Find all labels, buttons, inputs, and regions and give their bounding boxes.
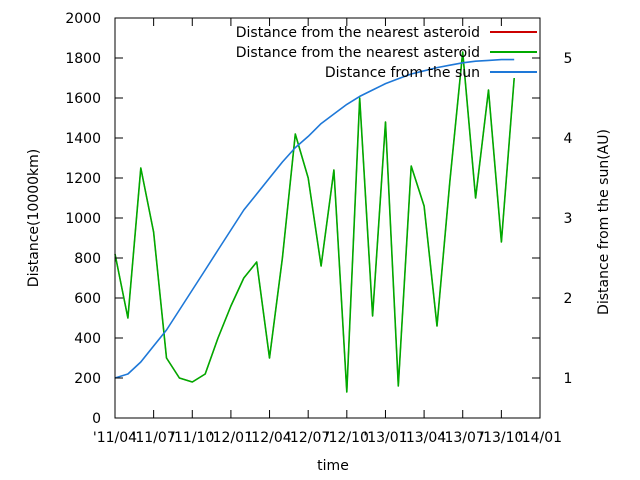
y-tick-label: 1400 bbox=[65, 131, 101, 147]
legend-label: Distance from the nearest asteroid bbox=[236, 25, 480, 41]
y-tick-label: 0 bbox=[92, 411, 101, 427]
x-tick-label: '13/04 bbox=[402, 430, 446, 446]
y-tick-label: 1800 bbox=[65, 51, 101, 67]
series-line-1 bbox=[114, 51, 515, 393]
y2-tick-label: 3 bbox=[564, 211, 573, 227]
legend-label: Distance from the sun bbox=[325, 65, 480, 81]
x-tick-label: '12/04 bbox=[247, 430, 291, 446]
ticks-layer: 0 200 400 600 800 1000 1200 1400 1600 1800 2000 1 2 3… bbox=[65, 11, 572, 446]
series-layer bbox=[114, 51, 515, 393]
y-tick-label: 600 bbox=[74, 291, 101, 307]
legend-label: Distance from the nearest asteroid bbox=[236, 45, 480, 61]
y2-tick-label: 1 bbox=[564, 371, 573, 387]
x-axis-label: time bbox=[317, 458, 349, 474]
y-tick-label: 800 bbox=[74, 251, 101, 267]
y-tick-label: 400 bbox=[74, 331, 101, 347]
y-tick-label: 1600 bbox=[65, 91, 101, 107]
y2-tick-label: 4 bbox=[564, 131, 573, 147]
legend: Distance from the nearest asteroid Distan… bbox=[236, 25, 537, 81]
x-tick-label: '14/01 bbox=[518, 430, 562, 446]
y-axis-label: Distance(10000km) bbox=[26, 149, 42, 287]
series-line-2 bbox=[114, 58, 515, 379]
x-tick-label: '11/04 bbox=[93, 430, 137, 446]
x-tick-label: '12/10 bbox=[325, 430, 369, 446]
x-tick-label: '12/01 bbox=[209, 430, 253, 446]
x-tick-label: '12/07 bbox=[286, 430, 330, 446]
y-tick-label: 2000 bbox=[65, 11, 101, 27]
x-tick-label: '11/10 bbox=[170, 430, 214, 446]
x-tick-label: '13/01 bbox=[363, 430, 407, 446]
y2-tick-label: 2 bbox=[564, 291, 573, 307]
y-tick-label: 200 bbox=[74, 371, 101, 387]
y2-axis-label: Distance from the sun(AU) bbox=[596, 129, 612, 315]
x-tick-label: '11/07 bbox=[132, 430, 176, 446]
y-tick-label: 1000 bbox=[65, 211, 101, 227]
x-tick-label: '13/10 bbox=[479, 430, 523, 446]
y-tick-label: 1200 bbox=[65, 171, 101, 187]
x-tick-label: '13/07 bbox=[441, 430, 485, 446]
y2-tick-label: 5 bbox=[564, 51, 573, 67]
